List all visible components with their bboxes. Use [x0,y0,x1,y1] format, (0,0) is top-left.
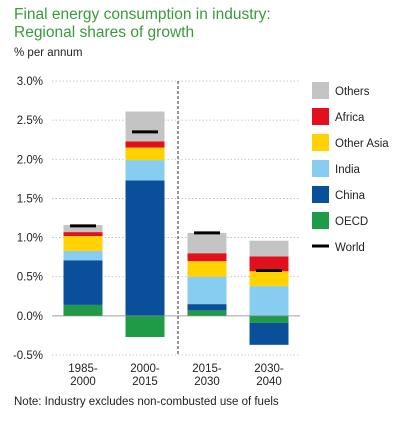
bar-segment-other-asia [63,236,103,251]
y-tick-label: 1.0% [17,233,43,245]
bar-segment-others [187,232,227,254]
x-tick-label: 2030- [254,363,284,375]
bar-segment-india [63,250,103,261]
legend-label-china: China [335,190,366,202]
legend-label-world: World [335,242,365,254]
y-tick-label: 2.0% [17,154,43,166]
bars [52,111,300,345]
x-tick-label: 1985- [68,363,98,375]
x-tick-label: 2040 [256,376,282,388]
bar-segment-africa [125,141,165,148]
bar-segment-india [187,276,227,305]
bar-segment-china [187,304,227,311]
y-tick-label: 2.5% [17,115,43,127]
legend-label-oecd: OECD [335,216,368,228]
bar-segment-india [249,286,289,316]
bar-segment-africa [187,253,227,262]
bar-segment-oecd [125,315,165,337]
footnote: Note: Industry excludes non-combusted us… [14,396,279,408]
y-tick-label: 1.5% [17,193,43,205]
x-tick-label: 2030 [194,376,220,388]
bar-segment-china [125,180,165,316]
bar-segment-oecd [63,304,103,316]
bar-segment-others [63,225,103,233]
legend-swatch-oecd [312,212,329,229]
x-tick-label: 2000 [70,376,96,388]
bar-segment-oecd [249,315,289,323]
chart-title-line2: Regional shares of growth [14,24,195,41]
bar-segment-china [249,322,289,345]
legend-label-others: Others [335,86,370,98]
bar-segment-other-asia [249,271,289,287]
legend-swatch-china [312,186,329,203]
bar-segment-africa [63,232,103,237]
world-markers [70,130,282,272]
x-tick-label: 2015- [192,363,222,375]
bar-segment-others [249,240,289,257]
x-tick-label: 2000- [130,363,160,375]
y-axis-unit-label: % per annum [14,47,83,59]
x-tick-label: 2015 [132,376,158,388]
chart-title-line1: Final energy consumption in industry: [14,6,271,23]
legend-swatch-india [312,160,329,177]
chart-title: Final energy consumption in industry: Re… [14,6,394,42]
bar-segment-others [125,111,165,142]
y-tick-label: 3.0% [17,76,43,88]
bar-segment-india [125,160,165,181]
x-axis-ticks: 1985-2000 2000-2015 2015-2030 2030-2040 [68,363,284,388]
legend: Others Africa Other Asia India China OECD Worl… [312,82,389,254]
bar-segment-china [63,260,103,305]
y-tick-label: -0.5% [13,350,43,362]
legend-swatch-others [312,82,329,99]
bar-segment-other-asia [187,261,227,277]
bar-segment-africa [249,256,289,272]
legend-label-india: India [335,164,361,176]
y-axis-ticks: -0.5% 0.0% 0.5% 1.0% 1.5% 2.0% 2.5% 3.0% [13,76,43,362]
legend-swatch-africa [312,108,329,125]
legend-swatch-other-asia [312,134,329,151]
legend-label-other-asia: Other Asia [335,138,389,150]
y-tick-label: 0.5% [17,272,43,284]
bar-segment-oecd [187,310,227,316]
legend-label-africa: Africa [335,112,365,124]
bar-segment-other-asia [125,147,165,161]
y-tick-label: 0.0% [17,311,43,323]
